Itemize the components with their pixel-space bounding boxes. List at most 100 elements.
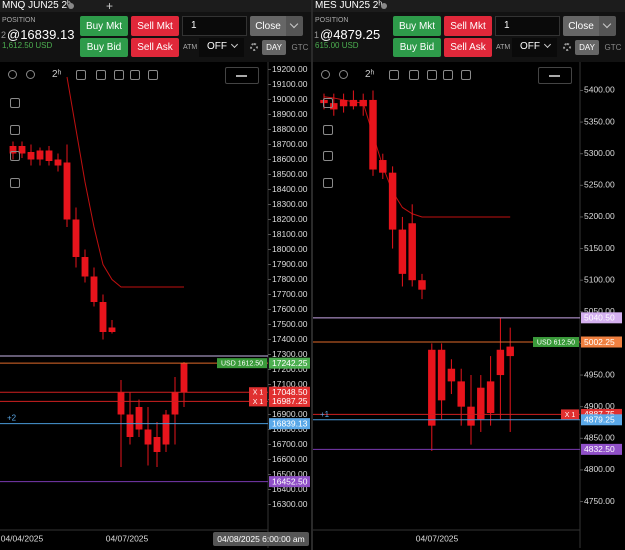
tab-bar (0, 0, 311, 12)
interval-button[interactable]: 2ʰ (365, 69, 375, 80)
price-label-bg (269, 386, 310, 398)
toolbar-icon[interactable] (389, 70, 399, 80)
candle-body (108, 327, 116, 332)
atm-select[interactable]: OFF (512, 38, 557, 57)
price-label: 5040.50 (584, 313, 615, 323)
back-button[interactable] (225, 67, 259, 84)
toolbar-icon[interactable] (461, 70, 471, 80)
zoom-icon[interactable] (26, 70, 35, 79)
price-label-bg (269, 476, 310, 488)
close-button[interactable]: Close (250, 16, 286, 36)
price-label: 17242.25 (272, 358, 308, 368)
order-tag-bg (249, 396, 267, 407)
y-tick-label: 5200.00 (584, 211, 615, 221)
candle-body (457, 381, 465, 407)
new-tab-button[interactable]: + (106, 0, 114, 13)
back-button[interactable] (538, 67, 572, 84)
toolbar-icon[interactable] (114, 70, 124, 80)
price-label-bg (581, 312, 622, 324)
y-tick-label: 16900.00 (272, 409, 308, 419)
atm-select[interactable]: OFF (199, 38, 244, 57)
buy-bid-button[interactable]: Buy Bid (80, 38, 128, 57)
sell-ask-button[interactable]: Sell Ask (444, 38, 492, 57)
settings-icon[interactable] (563, 43, 571, 51)
drawing-tool-icon[interactable] (10, 178, 20, 188)
drawing-tool-icon[interactable] (323, 151, 333, 161)
settings-icon[interactable] (250, 43, 258, 51)
crosshair-label-bg (213, 532, 309, 546)
position-qty: 2 (1, 30, 7, 40)
candle-body (506, 346, 514, 357)
y-tick-label: 17600.00 (272, 304, 308, 314)
zoom-icon[interactable] (321, 70, 330, 79)
indicator-line (66, 76, 184, 288)
position-marker: +1 (320, 410, 330, 419)
position-marker: +2 (7, 414, 17, 423)
y-tick-label: 18100.00 (272, 229, 308, 239)
tif-day-button[interactable]: DAY (575, 40, 599, 55)
y-tick-label: 5250.00 (584, 180, 615, 190)
position-qty: 1 (314, 30, 320, 40)
toolbar-icon[interactable] (409, 70, 419, 80)
drawing-tool-icon[interactable] (323, 178, 333, 188)
quantity-input[interactable]: 1 (182, 16, 247, 36)
y-tick-label: 4900.00 (584, 401, 615, 411)
candle-body (398, 229, 407, 274)
candle-body (330, 103, 338, 110)
position-label: POSITION (2, 17, 36, 24)
atm-label: ATM (496, 44, 511, 51)
candle-body (349, 99, 358, 107)
y-tick-label: 19100.00 (272, 79, 308, 89)
y-tick-label: 18300.00 (272, 199, 308, 209)
sell-ask-button[interactable]: Sell Ask (131, 38, 179, 57)
candle-body (437, 349, 446, 401)
y-tick-label: 17700.00 (272, 289, 308, 299)
drawing-tool-icon[interactable] (323, 125, 333, 135)
drawing-tool-icon[interactable] (10, 98, 20, 108)
candle-body (428, 349, 436, 426)
buy-mkt-button[interactable]: Buy Mkt (393, 16, 441, 36)
tab-dot (68, 3, 74, 9)
zoom-icon[interactable] (339, 70, 348, 79)
candle-body (171, 392, 179, 415)
toolbar-icon[interactable] (96, 70, 106, 80)
x-tick-label: 04/04/2025 (1, 533, 44, 543)
tif-day-button[interactable]: DAY (262, 40, 286, 55)
zoom-icon[interactable] (8, 70, 17, 79)
buy-mkt-button[interactable]: Buy Mkt (80, 16, 128, 36)
order-tag: X 1 (565, 412, 576, 419)
buy-bid-button[interactable]: Buy Bid (393, 38, 441, 57)
tif-gtc-button[interactable]: GTC (291, 43, 309, 52)
y-tick-label: 18900.00 (272, 109, 308, 119)
toolbar-icon[interactable] (130, 70, 140, 80)
toolbar-icon[interactable] (148, 70, 158, 80)
toolbar-icon[interactable] (443, 70, 453, 80)
interval-button[interactable]: 2ʰ (52, 69, 62, 80)
position-price: @16839.13 (7, 27, 75, 42)
tif-gtc-button[interactable]: GTC (604, 43, 622, 52)
toolbar-icon[interactable] (76, 70, 86, 80)
price-label-bg (581, 414, 622, 426)
position-pnl: 1,612.50 USD (2, 41, 53, 50)
close-dropdown[interactable] (286, 16, 303, 36)
candle-body (486, 381, 495, 413)
toolbar-icon[interactable] (427, 70, 437, 80)
indicator-line (323, 96, 511, 218)
quantity-input[interactable]: 1 (495, 16, 560, 36)
y-tick-label: 4850.00 (584, 433, 615, 443)
close-button[interactable]: Close (563, 16, 599, 36)
y-tick-label: 16500.00 (272, 469, 308, 479)
y-tick-label: 4950.00 (584, 369, 615, 379)
price-label-bg (269, 395, 310, 407)
drawing-tool-icon[interactable] (10, 125, 20, 135)
sell-mkt-button[interactable]: Sell Mkt (131, 16, 179, 36)
candle-body (36, 150, 44, 160)
sell-mkt-button[interactable]: Sell Mkt (444, 16, 492, 36)
drawing-tool-icon[interactable] (10, 151, 20, 161)
y-tick-label: 17900.00 (272, 259, 308, 269)
candle-body (496, 349, 505, 376)
drawing-tool-icon[interactable] (323, 98, 333, 108)
y-tick-label: 17300.00 (272, 349, 308, 359)
price-label-bg (581, 443, 622, 455)
close-dropdown[interactable] (599, 16, 616, 36)
